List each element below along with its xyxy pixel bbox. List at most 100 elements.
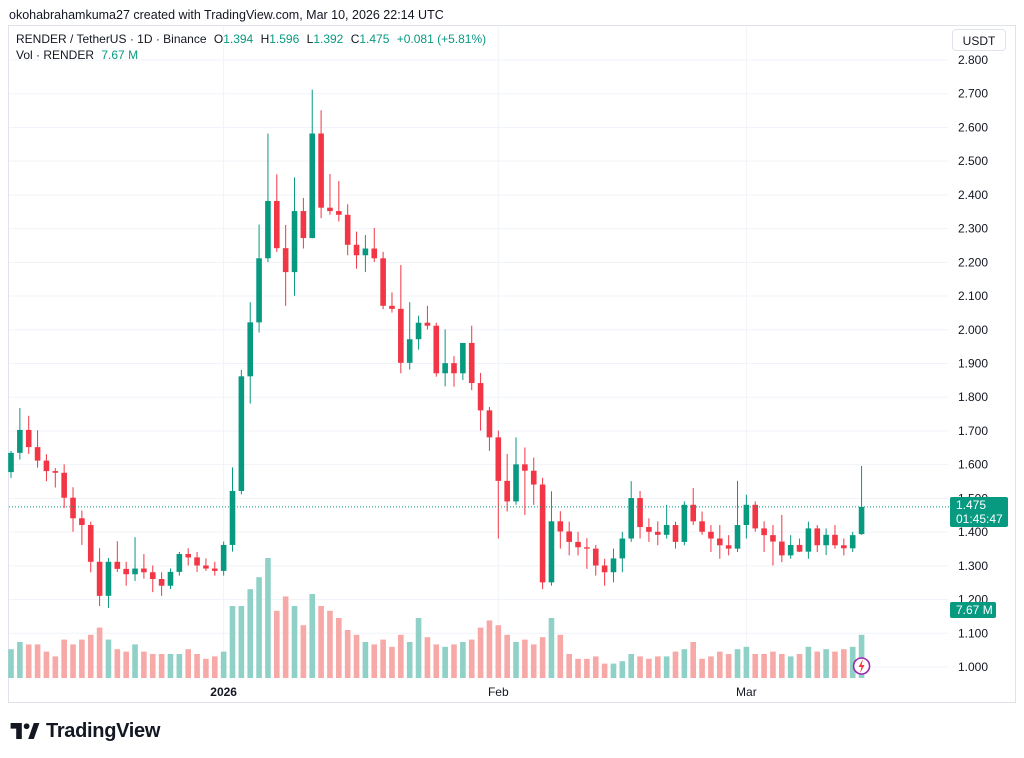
candle-body bbox=[654, 531, 661, 535]
candle-body bbox=[539, 484, 546, 583]
volume-bar bbox=[841, 649, 847, 678]
candle-body bbox=[52, 471, 59, 473]
candle-body bbox=[495, 437, 502, 481]
last-price-value: 1.475 bbox=[956, 498, 987, 512]
candle-body bbox=[681, 504, 688, 542]
chart-frame bbox=[8, 25, 1016, 703]
candle-body bbox=[406, 339, 413, 363]
volume-bar bbox=[672, 651, 679, 678]
candle-body bbox=[282, 248, 289, 273]
y-tick-label: 1.700 bbox=[958, 424, 988, 438]
candle-body bbox=[814, 528, 821, 546]
volume-bar bbox=[584, 658, 590, 678]
y-tick-label: 1.000 bbox=[958, 660, 988, 674]
volume-bar bbox=[468, 639, 475, 678]
candle-body bbox=[460, 342, 466, 374]
volume-bar bbox=[141, 651, 147, 678]
candle-body bbox=[841, 545, 847, 549]
volume-bar bbox=[256, 577, 262, 678]
candle-body bbox=[8, 452, 14, 473]
candle-body bbox=[725, 545, 732, 549]
volume-bar bbox=[743, 646, 750, 678]
volume-bar bbox=[442, 646, 448, 678]
volume-bar bbox=[557, 634, 564, 678]
volume-bar bbox=[681, 649, 688, 678]
volume-bar bbox=[43, 651, 50, 678]
volume-bar bbox=[158, 654, 165, 678]
close-value: 1.475 bbox=[359, 32, 390, 46]
volume-bar bbox=[575, 658, 581, 678]
volume-label[interactable]: Vol · RENDER bbox=[16, 48, 95, 62]
candle-body bbox=[557, 521, 564, 532]
volume-bar bbox=[398, 634, 404, 678]
candle-body bbox=[779, 541, 785, 556]
candle-body bbox=[486, 410, 493, 438]
volume-bar bbox=[247, 589, 254, 678]
volume-bar bbox=[389, 646, 395, 678]
y-tick-label: 2.100 bbox=[958, 289, 988, 303]
candle-body bbox=[87, 525, 94, 562]
y-tick-label: 1.100 bbox=[958, 626, 988, 640]
volume-bar bbox=[371, 644, 378, 678]
candle-body bbox=[265, 200, 271, 259]
candle-body bbox=[690, 504, 697, 522]
candle-body bbox=[548, 521, 555, 583]
volume-bar bbox=[486, 620, 493, 678]
symbol-label[interactable]: RENDER / TetherUS · 1D · Binance bbox=[16, 32, 207, 46]
tradingview-logo[interactable]: TradingView bbox=[10, 720, 160, 742]
candle-body bbox=[25, 429, 32, 448]
volume-bar bbox=[522, 639, 528, 678]
volume-bar bbox=[70, 644, 76, 678]
volume-bar bbox=[203, 658, 209, 678]
candle-body bbox=[176, 554, 183, 572]
chart-credit: okohabrahamkuma27 created with TradingVi… bbox=[9, 8, 444, 22]
candle-body bbox=[220, 544, 227, 571]
volume-bar bbox=[282, 596, 289, 678]
volume-bar bbox=[477, 627, 484, 678]
candle-body bbox=[318, 133, 324, 208]
candle-body bbox=[114, 561, 121, 569]
volume-bar bbox=[779, 654, 785, 678]
candle-body bbox=[424, 322, 431, 326]
volume-bar bbox=[690, 642, 697, 678]
candle-body bbox=[734, 525, 741, 549]
volume-bar bbox=[132, 644, 138, 678]
volume-bar bbox=[344, 630, 351, 678]
candle-body bbox=[158, 578, 165, 586]
candle-body bbox=[344, 214, 351, 245]
tradingview-wordmark: TradingView bbox=[46, 719, 161, 742]
volume-bar bbox=[149, 654, 156, 678]
volume-bar bbox=[114, 649, 121, 678]
volume-bar bbox=[610, 663, 617, 678]
volume-bar bbox=[415, 618, 422, 678]
volume-bar bbox=[167, 654, 174, 678]
volume-bar bbox=[601, 663, 608, 678]
volume-bar bbox=[592, 656, 599, 678]
volume-legend: Vol · RENDER 7.67 M bbox=[16, 48, 138, 62]
candle-body bbox=[646, 527, 652, 532]
candle-body bbox=[132, 568, 138, 575]
candle-body bbox=[247, 322, 254, 377]
volume-bar bbox=[362, 642, 369, 678]
volume-bar bbox=[619, 661, 626, 678]
volume-bar bbox=[832, 651, 838, 678]
candle-body bbox=[362, 248, 369, 256]
candle-body bbox=[628, 498, 634, 539]
candle-body bbox=[79, 518, 85, 526]
volume-bar bbox=[211, 656, 218, 678]
candle-body bbox=[17, 429, 23, 453]
volume-bar bbox=[96, 627, 103, 678]
volume-bar bbox=[752, 654, 759, 678]
tradingview-logo-icon bbox=[10, 723, 40, 739]
currency-button[interactable]: USDT bbox=[952, 29, 1006, 51]
volume-bar bbox=[380, 639, 386, 678]
candle-body bbox=[389, 305, 395, 309]
candle-body bbox=[61, 472, 67, 498]
candle-body bbox=[185, 554, 191, 558]
volume-bar bbox=[353, 634, 360, 678]
candle-body bbox=[149, 572, 156, 579]
candle-body bbox=[699, 521, 705, 532]
y-tick-label: 2.200 bbox=[958, 255, 988, 269]
open-label: O bbox=[213, 32, 224, 46]
